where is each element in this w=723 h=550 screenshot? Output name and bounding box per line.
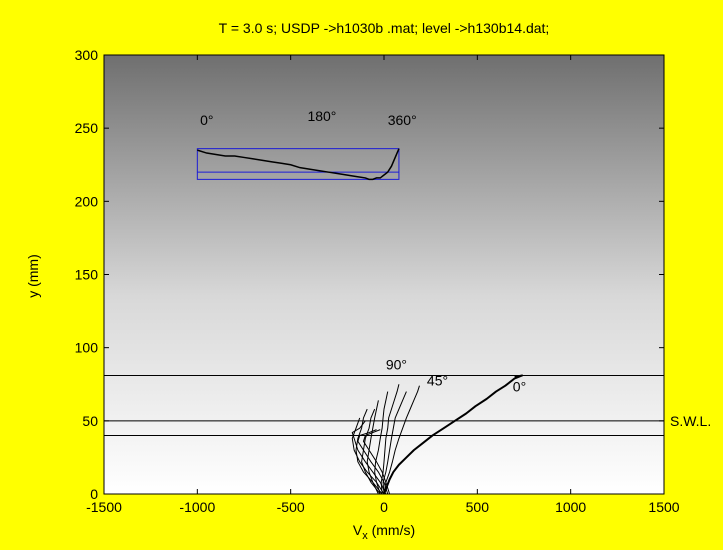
velocity-profile-1 [383,385,420,495]
horizontal-reference-lines: S.W.L. [104,374,711,436]
x-tick-label: -500 [277,499,305,515]
x-tick-label: 1000 [555,499,586,515]
velocity-profile-8 [351,417,385,495]
velocity-profile-5 [366,400,379,495]
inset-surface-curve [197,148,400,181]
velocity-profile-7 [355,408,383,495]
inset-box [196,148,400,180]
y-tick-label: 50 [82,413,98,429]
velocity-profile-10 [357,429,389,495]
profile-labels: 90° 45° 0° [386,357,526,395]
y-tick-label: 300 [75,47,99,63]
x-tick-label: -1000 [179,499,215,515]
velocity-profile-2 [382,391,407,495]
x-tick-label: 0 [380,499,388,515]
inset-phase-label: 360° [388,112,417,128]
inset-phase-label: 0° [200,112,213,128]
x-tick-label: 1500 [648,499,679,515]
velocity-profile-0 [383,374,524,495]
y-tick-label: 150 [75,267,99,283]
velocity-profiles [351,374,524,495]
velocity-profile-11 [362,429,391,495]
velocity-profile-9 [351,420,387,495]
x-axis: -1500 -1000 -500 0 500 1000 1500 [86,55,680,515]
x-tick-label: 500 [466,499,490,515]
x-tick-label: -1500 [86,499,122,515]
y-tick-label: 250 [75,120,99,136]
y-tick-label: 200 [75,193,99,209]
x-axis-label: Vx (mm/s) [353,522,415,542]
profile-phase-label: 90° [386,357,407,373]
profile-phase-label: 45° [427,373,448,389]
y-axis-label: y (mm) [25,254,41,298]
y-tick-label: 0 [90,486,98,502]
inset-phase-label: 180° [307,108,336,124]
chart-title: T = 3.0 s; USDP ->h1030b .mat; level ->h… [219,20,550,36]
y-axis: 0 50 100 150 200 250 300 [75,47,664,502]
profile-phase-label: 0° [513,379,526,395]
reference-line-label: S.W.L. [670,413,711,429]
y-tick-label: 100 [75,340,99,356]
phase-inset: 0° 180° 360° [196,108,417,181]
plot-area [103,54,665,495]
